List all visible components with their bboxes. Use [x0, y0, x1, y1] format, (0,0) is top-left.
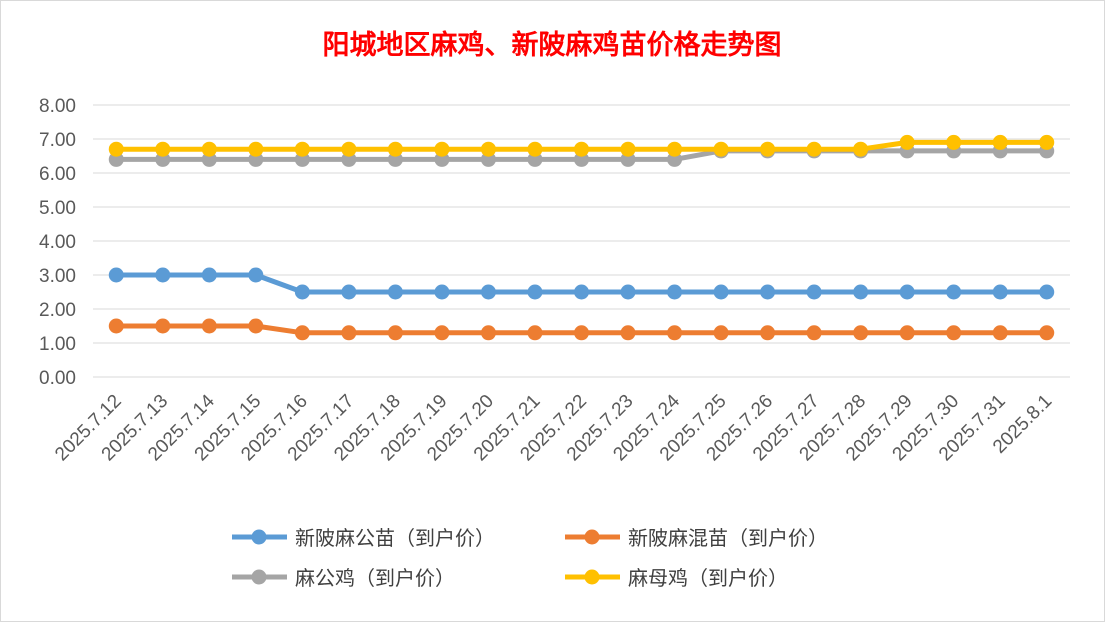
- data-point: [155, 318, 171, 334]
- data-point: [108, 267, 124, 283]
- data-point: [341, 325, 357, 341]
- y-tick-label: 1.00: [39, 334, 76, 355]
- y-axis-ticks: 0.00 1.00 2.00 3.00 4.00 5.00 6.00 7.00 8.00: [39, 96, 76, 389]
- data-point: [294, 141, 310, 157]
- series-lines: [108, 134, 1055, 341]
- y-tick-label: 4.00: [39, 232, 76, 253]
- data-point: [899, 325, 915, 341]
- data-point: [713, 141, 729, 157]
- data-point: [1039, 325, 1055, 341]
- data-point: [341, 284, 357, 300]
- legend-marker: [251, 569, 267, 585]
- y-tick-label: 7.00: [39, 130, 76, 151]
- legend-label: 麻母鸡（到户价）: [628, 566, 788, 590]
- series-0: [108, 267, 1055, 300]
- chart-title: 阳城地区麻鸡、新陂麻鸡苗价格走势图: [323, 29, 782, 61]
- data-point: [527, 325, 543, 341]
- y-tick-label: 0.00: [39, 368, 76, 389]
- series-1: [108, 318, 1055, 341]
- data-point: [434, 141, 450, 157]
- y-tick-label: 6.00: [39, 164, 76, 185]
- legend-item: 麻母鸡（到户价）: [565, 566, 788, 590]
- data-point: [434, 284, 450, 300]
- data-point: [201, 318, 217, 334]
- legend-label: 新陂麻混苗（到户价）: [628, 526, 828, 550]
- series-3: [108, 134, 1055, 157]
- data-point: [527, 141, 543, 157]
- data-point: [155, 141, 171, 157]
- data-point: [760, 284, 776, 300]
- legend-label: 麻公鸡（到户价）: [295, 566, 455, 590]
- data-point: [806, 141, 822, 157]
- gridlines: [93, 104, 1070, 378]
- data-point: [806, 284, 822, 300]
- data-point: [574, 284, 589, 300]
- data-point: [294, 284, 310, 300]
- x-axis-ticks: 2025.7.122025.7.132025.7.142025.7.152025…: [51, 390, 1056, 465]
- data-point: [201, 141, 217, 157]
- data-point: [992, 325, 1008, 341]
- legend-label: 新陂麻公苗（到户价）: [295, 526, 495, 550]
- data-point: [620, 325, 636, 341]
- data-point: [248, 318, 264, 334]
- data-point: [155, 267, 171, 283]
- data-point: [620, 141, 636, 157]
- data-point: [294, 325, 310, 341]
- legend-item: 麻公鸡（到户价）: [232, 566, 455, 590]
- data-point: [667, 325, 683, 341]
- data-point: [248, 267, 264, 283]
- data-point: [387, 325, 403, 341]
- data-point: [248, 141, 264, 157]
- data-point: [108, 318, 124, 334]
- data-point: [387, 141, 403, 157]
- y-tick-label: 2.00: [39, 300, 76, 321]
- data-point: [1039, 284, 1055, 300]
- data-point: [760, 325, 776, 341]
- data-point: [108, 141, 124, 157]
- data-point: [899, 284, 915, 300]
- data-point: [992, 284, 1008, 300]
- data-point: [434, 325, 450, 341]
- legend-marker: [251, 529, 267, 545]
- legend-item: 新陂麻公苗（到户价）: [232, 526, 495, 550]
- data-point: [480, 284, 496, 300]
- data-point: [201, 267, 217, 283]
- data-point: [667, 284, 683, 300]
- data-point: [620, 284, 636, 300]
- data-point: [341, 141, 357, 157]
- data-point: [713, 325, 729, 341]
- data-point: [480, 325, 496, 341]
- y-tick-label: 8.00: [39, 96, 76, 117]
- data-point: [760, 141, 776, 157]
- legend-item: 新陂麻混苗（到户价）: [565, 526, 828, 550]
- y-tick-label: 3.00: [39, 266, 76, 287]
- data-point: [574, 325, 589, 341]
- data-point: [992, 134, 1008, 150]
- legend-marker: [584, 529, 600, 545]
- data-point: [899, 134, 915, 150]
- data-point: [574, 141, 589, 157]
- data-point: [1039, 134, 1055, 150]
- legend-marker: [584, 569, 600, 585]
- data-point: [946, 134, 962, 150]
- data-point: [713, 284, 729, 300]
- data-point: [946, 325, 962, 341]
- data-point: [480, 141, 496, 157]
- data-point: [806, 325, 822, 341]
- data-point: [853, 141, 869, 157]
- data-point: [853, 284, 869, 300]
- data-point: [387, 284, 403, 300]
- data-point: [527, 284, 543, 300]
- y-tick-label: 5.00: [39, 198, 76, 219]
- data-point: [853, 325, 869, 341]
- data-point: [667, 141, 683, 157]
- data-point: [946, 284, 962, 300]
- legend: 新陂麻公苗（到户价） 新陂麻混苗（到户价） 麻公鸡（到户价） 麻母鸡（到户价）: [232, 526, 828, 590]
